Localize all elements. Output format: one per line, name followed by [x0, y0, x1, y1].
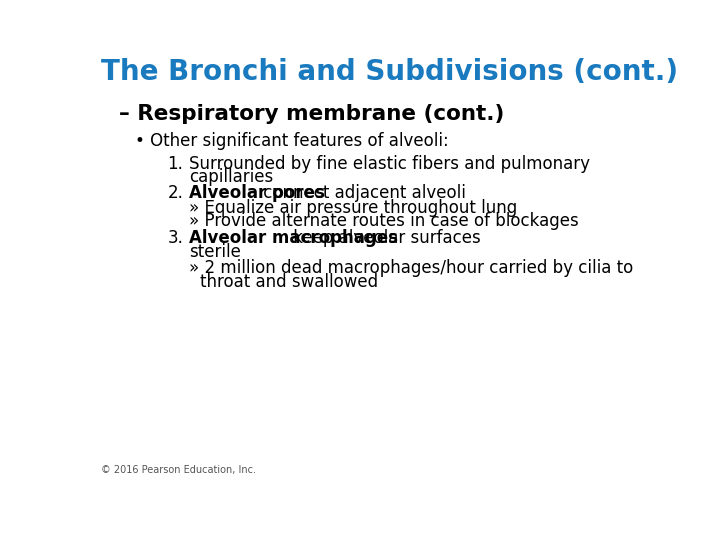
Text: Surrounded by fine elastic fibers and pulmonary: Surrounded by fine elastic fibers and pu… [189, 155, 590, 173]
Text: connect adjacent alveoli: connect adjacent alveoli [258, 184, 466, 202]
Text: » Provide alternate routes in case of blockages: » Provide alternate routes in case of bl… [189, 213, 579, 231]
Text: throat and swallowed: throat and swallowed [200, 273, 378, 291]
Text: Alveolar pores: Alveolar pores [189, 184, 325, 202]
Text: capillaries: capillaries [189, 168, 274, 186]
Text: Alveolar macrophages: Alveolar macrophages [189, 230, 398, 247]
Text: 3.: 3. [168, 230, 184, 247]
Text: • Other significant features of alveoli:: • Other significant features of alveoli: [135, 132, 449, 150]
Text: – Respiratory membrane (cont.): – Respiratory membrane (cont.) [120, 104, 505, 124]
Text: sterile: sterile [189, 244, 241, 261]
Text: 1.: 1. [168, 155, 184, 173]
Text: » 2 million dead macrophages/hour carried by cilia to: » 2 million dead macrophages/hour carrie… [189, 259, 634, 276]
Text: © 2016 Pearson Education, Inc.: © 2016 Pearson Education, Inc. [101, 465, 256, 475]
Text: The Bronchi and Subdivisions (cont.): The Bronchi and Subdivisions (cont.) [101, 58, 678, 86]
Text: » Equalize air pressure throughout lung: » Equalize air pressure throughout lung [189, 199, 518, 217]
Text: keep alveolar surfaces: keep alveolar surfaces [287, 230, 480, 247]
Text: 2.: 2. [168, 184, 184, 202]
